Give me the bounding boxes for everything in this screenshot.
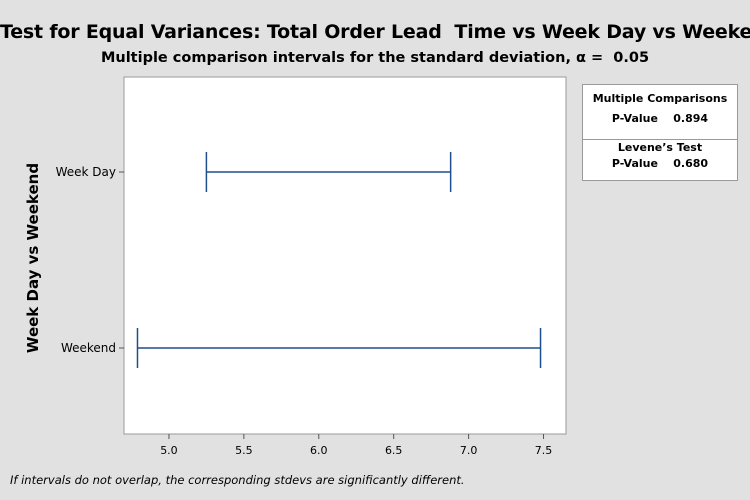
chart-subtitle: Multiple comparison intervals for the st… (100, 50, 650, 66)
y-tick-label: Weekend (61, 341, 116, 355)
x-tick-label: 7.0 (460, 444, 478, 457)
multiple-comparisons-box: Multiple Comparisons P-Value 0.894 (582, 84, 738, 140)
x-tick-label: 5.0 (160, 444, 178, 457)
plot-area (123, 76, 567, 435)
x-tick-label: 5.5 (235, 444, 253, 457)
multiple-comparisons-label: Multiple Comparisons (592, 92, 728, 105)
levene-test-box: Levene’s Test P-Value 0.680 (582, 140, 738, 181)
x-tick-label: 6.0 (310, 444, 328, 457)
y-axis-label: Week Day vs Weekend (24, 163, 42, 353)
x-tick-label: 6.5 (385, 444, 403, 457)
multiple-comparisons-pvalue: P-Value 0.894 (611, 112, 709, 125)
levene-test-pvalue: P-Value 0.680 (611, 157, 709, 170)
y-tick-label: Week Day (56, 165, 116, 179)
chart-title: Test for Equal Variances: Total Order Le… (0, 21, 750, 43)
x-tick-label: 7.5 (535, 444, 553, 457)
footnote: If intervals do not overlap, the corresp… (10, 473, 465, 487)
levene-test-label: Levene’s Test (617, 141, 703, 154)
